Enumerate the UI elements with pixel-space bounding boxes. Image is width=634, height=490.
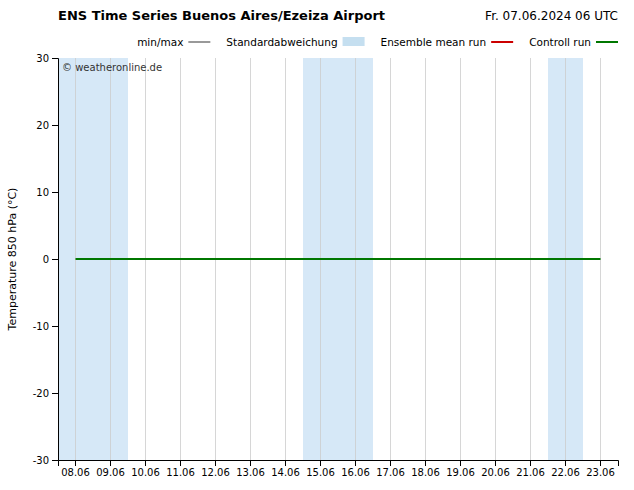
y-tick-label: 10 [36,187,49,198]
x-tick-mark [355,460,356,466]
x-tick: 19.06 [446,460,475,478]
legend-item: Controll run [529,36,618,48]
x-tick-label: 14.06 [271,467,300,478]
y-tick-mark [52,58,58,59]
x-tick-mark [600,460,601,466]
x-tick-mark [530,460,531,466]
x-tick: 10.06 [131,460,160,478]
x-tick-mark [460,460,461,466]
legend-item: Standardabweichung [226,36,364,48]
x-tick-label: 16.06 [341,467,370,478]
x-tick-label: 19.06 [446,467,475,478]
y-tick: 20 [36,120,58,131]
chart: ENS Time Series Buenos Aires/Ezeiza Airp… [0,0,634,490]
x-tick: 15.06 [306,460,335,478]
x-tick-mark [495,460,496,466]
y-tick-mark [52,326,58,327]
y-tick-mark [52,259,58,260]
x-tick-label: 22.06 [551,467,580,478]
x-tick: 17.06 [376,460,405,478]
x-tick-mark [180,460,181,466]
x-tick-label: 17.06 [376,467,405,478]
y-tick: 0 [43,254,58,265]
legend-label: Ensemble mean run [381,36,487,48]
x-tick: 23.06 [586,460,615,478]
legend-swatch [596,41,618,43]
legend-item: Ensemble mean run [381,36,514,48]
y-tick-mark [52,393,58,394]
x-tick-label: 08.06 [61,467,90,478]
legend-swatch [491,41,513,43]
x-tick: 11.06 [166,460,195,478]
x-tick: 22.06 [551,460,580,478]
x-tick-label: 23.06 [586,467,615,478]
y-tick: 30 [36,53,58,64]
x-tick-mark [145,460,146,466]
x-tick-mark [75,460,76,466]
legend-swatch [188,41,210,43]
x-tick-mark [215,460,216,466]
y-tick-mark [52,460,58,461]
y-tick: -30 [33,455,58,466]
plot: 08.06 09.06 10.06 11.06 12.06 13.06 14.06 15.06… [33,53,619,478]
y-tick-label: 20 [36,120,49,131]
y-tick-mark [52,192,58,193]
x-tick: 14.06 [271,460,300,478]
y-tick: -10 [33,321,58,332]
x-tick-label: 18.06 [411,467,440,478]
y-axis: -30 -20 -10 0 10 20 30 [33,53,59,466]
x-tick-label: 13.06 [236,467,265,478]
x-tick: 09.06 [96,460,125,478]
x-tick-mark [285,460,286,466]
legend-label: min/max [137,36,183,48]
y-tick-label: 30 [36,53,49,64]
legend-item: min/max [137,36,210,48]
x-tick: 16.06 [341,460,370,478]
x-tick: 12.06 [201,460,230,478]
plot-area [58,58,601,460]
x-axis: 08.06 09.06 10.06 11.06 12.06 13.06 14.06 15.06… [59,460,619,478]
legend-swatch [343,37,365,46]
x-tick-label: 12.06 [201,467,230,478]
x-tick-label: 10.06 [131,467,160,478]
x-tick-label: 20.06 [481,467,510,478]
y-tick-label: -20 [33,388,49,399]
x-tick-mark [565,460,566,466]
y-axis-line [52,59,59,461]
x-tick-label: 21.06 [516,467,545,478]
x-tick: 08.06 [61,460,90,478]
annotation: © weatheronline.de [62,62,162,73]
x-tick-mark [110,460,111,466]
legend-label: Controll run [529,36,591,48]
y-tick-label: -10 [33,321,49,332]
x-tick: 20.06 [481,460,510,478]
x-tick: 21.06 [516,460,545,478]
y-tick: 10 [36,187,58,198]
x-axis-line [59,461,619,467]
x-tick: 18.06 [411,460,440,478]
y-axis-title: Temperature 850 hPa (°C) [6,188,19,332]
y-tick-label: -30 [33,455,49,466]
x-tick-label: 11.06 [166,467,195,478]
x-tick-mark [425,460,426,466]
series-line [76,258,601,260]
title: ENS Time Series Buenos Aires/Ezeiza Airp… [58,8,385,23]
y-tick-mark [52,125,58,126]
x-tick-mark [250,460,251,466]
subtitle: Fr. 07.06.2024 06 UTC [485,9,618,23]
legend-label: Standardabweichung [226,36,337,48]
x-tick: 13.06 [236,460,265,478]
y-tick: -20 [33,388,58,399]
y-tick-label: 0 [43,254,49,265]
legend: min/max Standardabweichung Ensemble mean r… [137,36,618,48]
x-tick-label: 15.06 [306,467,335,478]
x-tick-mark [320,460,321,466]
x-tick-label: 09.06 [96,467,125,478]
x-tick-mark [390,460,391,466]
